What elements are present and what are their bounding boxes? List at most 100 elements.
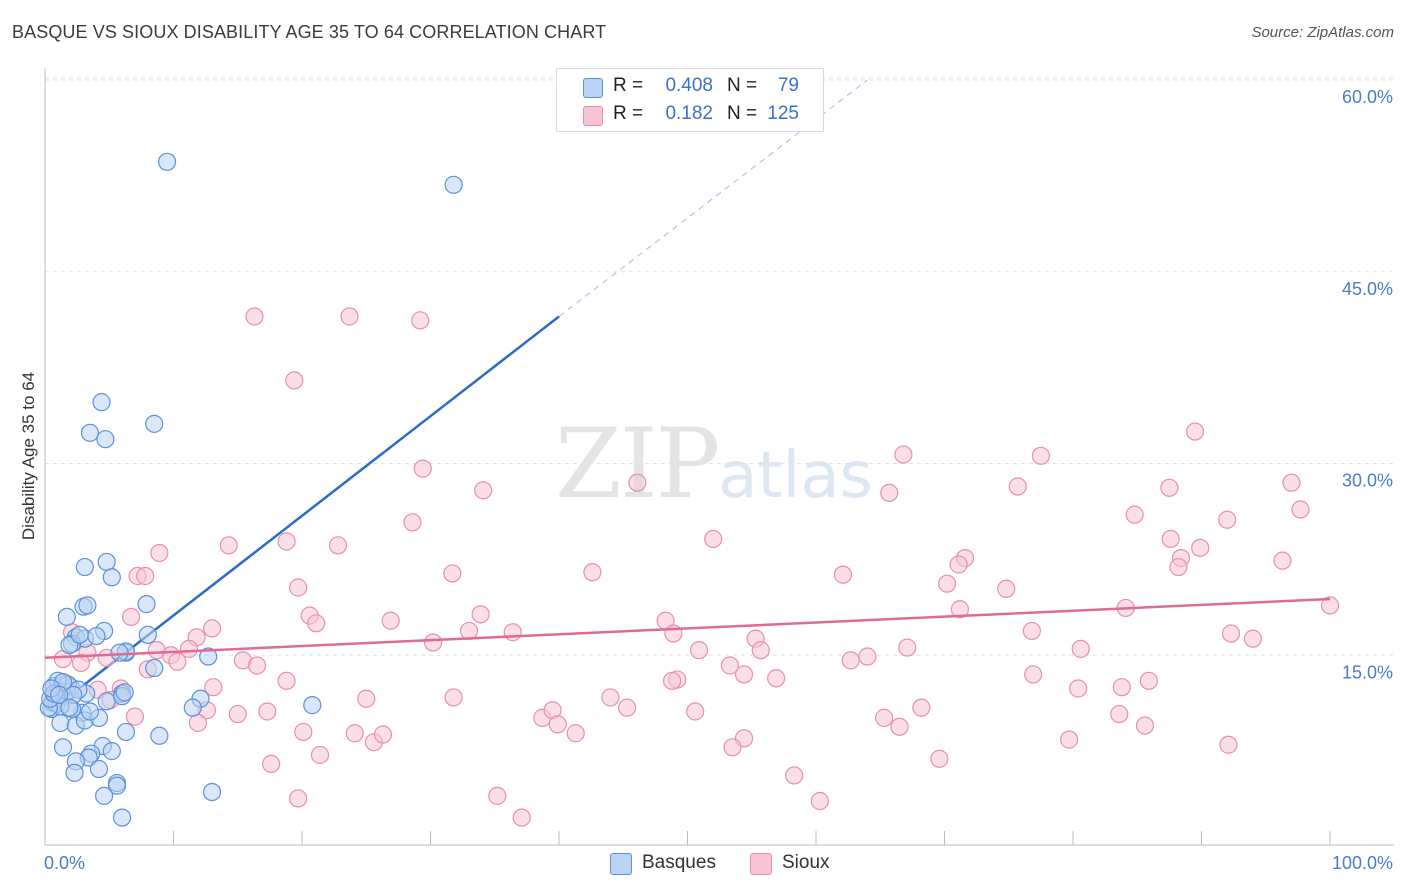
n-value: 125 — [767, 103, 799, 124]
sioux-point — [204, 678, 223, 697]
sioux-point — [898, 638, 917, 657]
sioux-point — [1008, 477, 1027, 496]
sioux-point — [767, 669, 786, 688]
sioux-point — [179, 639, 199, 658]
sioux-point — [1273, 551, 1292, 570]
sioux-points — [53, 307, 1340, 827]
sioux-point — [686, 702, 705, 721]
sioux-point — [121, 607, 141, 627]
basques-point — [107, 776, 127, 795]
sioux-point — [328, 536, 348, 555]
sioux-point — [503, 623, 522, 642]
sioux-point — [289, 578, 308, 597]
r-label: R = — [613, 75, 644, 96]
basques-point — [116, 722, 136, 742]
sioux-point — [841, 651, 860, 670]
n-label: N = — [727, 103, 758, 124]
sioux-point — [136, 566, 155, 586]
basques-swatch — [583, 78, 603, 98]
sioux-point — [245, 307, 264, 326]
sioux-point — [1291, 500, 1310, 519]
sioux-point — [858, 647, 877, 666]
sioux-point — [1024, 665, 1043, 684]
basques-point — [150, 726, 169, 745]
sioux-point — [601, 688, 620, 707]
basques-point — [70, 625, 89, 644]
basques-point — [78, 596, 97, 615]
sioux-point — [734, 665, 754, 684]
sioux-point — [345, 724, 364, 743]
sioux-point — [285, 371, 304, 390]
sioux-point — [202, 619, 222, 638]
legend-row-sioux: R = 0.182 N = 125 — [557, 101, 823, 129]
basques-point — [157, 152, 177, 171]
basques-point — [80, 423, 100, 442]
sioux-point — [566, 724, 585, 743]
sioux-point — [912, 698, 931, 717]
basques-point — [303, 696, 322, 715]
sioux-point — [1160, 478, 1179, 497]
basques-point — [145, 414, 164, 433]
sioux-point — [751, 641, 770, 660]
basques-point — [75, 557, 94, 577]
sioux-point — [474, 481, 493, 500]
basques-point — [444, 175, 463, 194]
sioux-point — [1139, 671, 1158, 690]
sioux-point — [833, 565, 853, 584]
sioux-point — [1161, 529, 1180, 549]
sioux-point — [950, 600, 970, 619]
basques-point — [112, 808, 132, 827]
x-tick-label: 0.0% — [44, 853, 85, 873]
sioux-point — [1060, 730, 1079, 749]
sioux-point — [723, 738, 742, 757]
sioux-point — [1282, 473, 1301, 492]
sioux-point — [228, 704, 247, 724]
sioux-point — [357, 689, 376, 708]
sioux-point — [704, 529, 723, 549]
sioux-point — [1219, 735, 1238, 754]
basques-point — [65, 763, 84, 782]
y-axis-label: Disability Age 35 to 64 — [19, 372, 38, 540]
sioux-point — [294, 722, 313, 742]
basques-point — [51, 713, 70, 733]
sioux-trend-line — [44, 597, 1331, 660]
basques-point — [57, 607, 76, 627]
y-tick-label: 15.0% — [1342, 662, 1393, 682]
sioux-point — [894, 445, 913, 464]
basques-point — [202, 782, 222, 802]
sioux-point — [1169, 557, 1188, 577]
basques-point — [60, 698, 79, 717]
sioux-point — [411, 311, 430, 330]
y-tick-label: 30.0% — [1342, 471, 1393, 491]
sioux-point — [277, 532, 296, 551]
y-tick-label: 45.0% — [1342, 279, 1393, 299]
basques-point — [92, 393, 111, 412]
sioux-point — [720, 656, 740, 675]
sioux-point — [949, 555, 968, 574]
sioux-point — [810, 791, 829, 811]
basques-point — [50, 685, 69, 704]
basques-point — [95, 786, 114, 805]
chart-title: BASQUE VS SIOUX DISABILITY AGE 35 TO 64 … — [12, 22, 607, 42]
sioux-point — [1185, 422, 1205, 441]
basques-point — [87, 626, 106, 646]
sioux-point — [125, 707, 145, 726]
sioux-point — [1218, 510, 1237, 529]
sioux-point — [307, 614, 326, 633]
sioux-point — [937, 574, 957, 593]
basques-point — [96, 430, 115, 449]
sioux-point — [930, 749, 949, 768]
sioux-point — [340, 307, 359, 326]
sioux-point — [373, 725, 393, 744]
basques-point — [89, 759, 109, 779]
sioux-swatch — [750, 853, 772, 875]
sioux-point — [618, 698, 637, 717]
sioux-point — [890, 717, 909, 736]
r-label: R = — [613, 103, 644, 124]
sioux-point — [1243, 629, 1263, 648]
sioux-point — [583, 563, 602, 582]
legend-row-basques: R = 0.408 N = 79 — [557, 73, 823, 101]
sioux-point — [880, 483, 899, 503]
sioux-swatch — [583, 106, 603, 126]
grid-lines — [45, 77, 1394, 656]
